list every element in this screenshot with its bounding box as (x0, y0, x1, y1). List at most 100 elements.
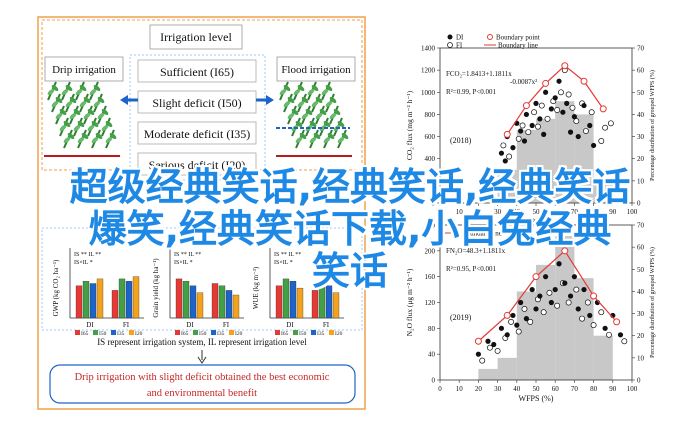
bar (325, 285, 333, 319)
fi-point (515, 135, 522, 142)
di-point (581, 286, 587, 293)
boundary-line (477, 249, 618, 342)
drip-title: Drip irrigation (52, 64, 116, 76)
leaf-icon (47, 89, 55, 95)
bar (182, 281, 190, 319)
level-label-moderate: Moderate deficit (I35) (144, 127, 251, 141)
x-tick-label: 0 (438, 208, 442, 216)
leaf-icon (93, 85, 101, 91)
leaf-icon (79, 85, 87, 91)
di-point (617, 332, 624, 338)
irrigation-level-box (149, 24, 243, 50)
di-point (523, 111, 530, 118)
leaf-icon (315, 97, 323, 103)
co2-scatter-chart: 0 10 20 30 40 50 60 70 80 90 100020040060080010001… (405, 34, 656, 227)
x-tick-label: 20 (475, 208, 483, 216)
leaf-icon (61, 89, 69, 95)
bar (275, 285, 283, 319)
bar (332, 292, 340, 319)
bar-charts-frame (41, 227, 363, 331)
di-point (552, 95, 558, 101)
legend-bp-marker (487, 34, 493, 40)
bar (296, 287, 304, 319)
di-point (567, 129, 574, 135)
di-point (533, 306, 539, 312)
di-point (518, 128, 524, 134)
x-tick-label: 90 (609, 208, 617, 216)
bar (282, 278, 290, 319)
fi-point (546, 289, 553, 296)
legend-note: IS represent irrigation system, IL repre… (97, 337, 307, 347)
fi-point (500, 142, 507, 149)
level-box-moderate (137, 121, 257, 145)
legend-label: I65 (81, 331, 89, 337)
y2-tick-label: 0 (637, 200, 641, 208)
bar (89, 283, 97, 319)
fi-point (598, 309, 605, 316)
legend-label: I35 (217, 331, 225, 337)
leaf-icon (287, 113, 295, 119)
y-tick-label: 120 (425, 299, 436, 307)
di-point (533, 100, 539, 106)
leaf-icon (55, 113, 63, 119)
flood-crop-illustration (276, 81, 352, 157)
fi-point (479, 357, 486, 364)
di-point (491, 341, 497, 348)
leaf-icon (83, 113, 91, 119)
leaf-icon (73, 109, 81, 115)
legend-label: I20 (335, 331, 343, 337)
legend-fi: FI (456, 42, 463, 50)
legend-label: I20 (135, 331, 143, 337)
fi-point (521, 306, 528, 312)
leaf-icon (325, 101, 333, 107)
y-tick-label: 200 (425, 177, 436, 185)
legend-swatch (75, 330, 80, 335)
fi-point (540, 309, 547, 316)
bar (125, 281, 133, 319)
leaf-icon (293, 89, 301, 95)
fi-point (531, 109, 538, 116)
di-point (575, 306, 581, 312)
di-point (537, 116, 543, 122)
bar (318, 283, 326, 319)
equation-2: -0.0087x² (510, 78, 537, 86)
boundary-point (590, 292, 598, 300)
boundary-point (532, 273, 540, 281)
y2-tick-label: 0 (637, 377, 641, 385)
x-tick-label: 60 (552, 208, 560, 216)
leaf-icon (311, 85, 319, 91)
y-tick-label: 0 (432, 377, 436, 385)
y-tick-label: 0 (432, 200, 436, 208)
legend-label: I50 (99, 331, 107, 337)
hist-bar (536, 118, 556, 203)
leaf-icon (63, 137, 71, 143)
leaf-icon (279, 89, 287, 95)
fi-point (527, 318, 534, 325)
boundary-point (561, 62, 569, 70)
di-point (475, 351, 481, 357)
year-label: (2019) (450, 313, 472, 322)
fi-point (584, 299, 591, 306)
leaf-icon (341, 133, 349, 139)
equation: FN₂O=48.3+1.1811x (446, 247, 506, 255)
leaf-icon (91, 137, 99, 143)
legend-bl: Boundary line (462, 230, 502, 238)
group-label: DI (186, 321, 194, 329)
leaf-icon (77, 137, 85, 143)
legend-bl: Boundary line (498, 42, 538, 50)
fi-point (494, 347, 501, 354)
leaf-icon (101, 109, 109, 115)
fi-point (606, 331, 612, 338)
stats: R²=0.99, P<0.001 (446, 88, 497, 96)
boundary-point (522, 102, 530, 110)
bar (82, 281, 90, 319)
di-point (571, 274, 578, 280)
y-tick-label: 40 (428, 351, 436, 359)
leaf-icon (95, 133, 103, 139)
di-point (548, 299, 554, 306)
fi-point (573, 118, 580, 125)
x-tick-label: 40 (513, 208, 521, 216)
x-axis-label: WFPS (%) (519, 217, 554, 226)
leaf-icon (313, 133, 321, 139)
legend-label: I20 (235, 331, 243, 337)
